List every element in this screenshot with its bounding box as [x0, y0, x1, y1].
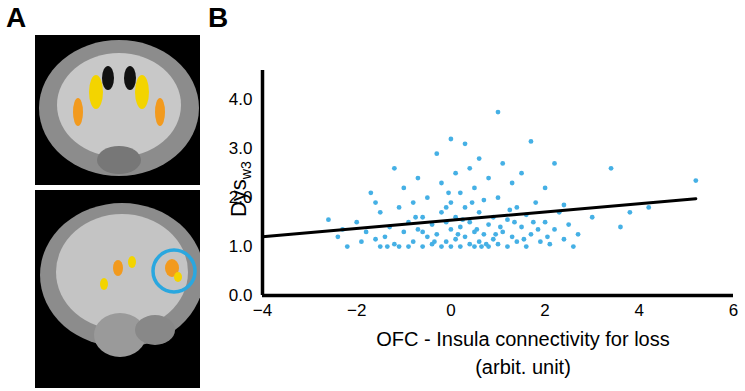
html-text:w3: w3 [238, 161, 255, 180]
svg-text:OFC - Insula connectivity for: OFC - Insula connectivity for loss [376, 328, 669, 350]
svg-text:0: 0 [446, 301, 455, 320]
html-text:A: A [6, 2, 27, 33]
svg-text:3.0: 3.0 [229, 139, 253, 158]
svg-text:4.0: 4.0 [229, 90, 253, 109]
svg-text:2: 2 [540, 301, 549, 320]
svg-text:(arbit. unit): (arbit. unit) [475, 356, 571, 378]
svg-text:6: 6 [729, 301, 738, 320]
html-text:B: B [208, 2, 229, 33]
svg-text:1.0: 1.0 [229, 237, 253, 256]
svg-text:4: 4 [635, 301, 644, 320]
html-text:Dys: Dys [225, 179, 251, 218]
svg-text:0.0: 0.0 [229, 286, 253, 305]
svg-text:−2: −2 [347, 301, 366, 320]
svg-text:−4: −4 [253, 301, 272, 320]
